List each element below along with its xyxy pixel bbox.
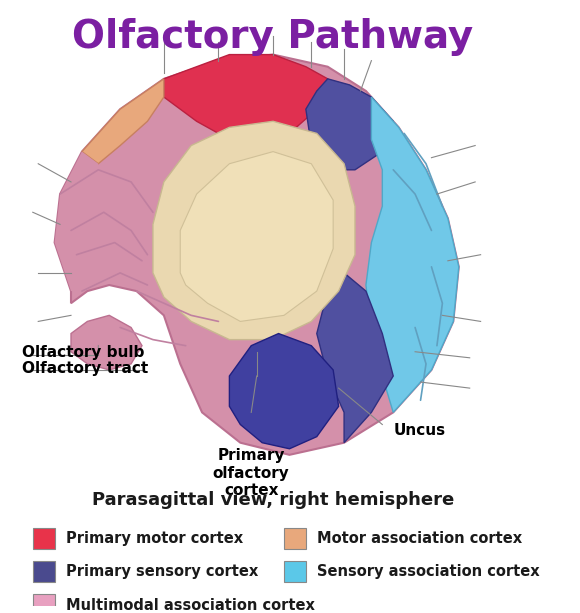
Polygon shape [82,79,164,164]
Text: Primary motor cortex: Primary motor cortex [66,531,242,546]
FancyBboxPatch shape [284,561,306,582]
Text: Olfactory bulb: Olfactory bulb [22,346,144,360]
FancyBboxPatch shape [32,528,55,549]
Text: Parasagittal view, right hemisphere: Parasagittal view, right hemisphere [92,491,454,509]
FancyBboxPatch shape [32,561,55,582]
Polygon shape [229,333,339,449]
Polygon shape [55,55,459,455]
Polygon shape [180,151,333,321]
Text: Primary
olfactory
cortex: Primary olfactory cortex [213,448,289,498]
Text: Olfactory tract: Olfactory tract [22,360,148,376]
FancyBboxPatch shape [284,528,306,549]
Polygon shape [71,315,142,370]
Text: Olfactory Pathway: Olfactory Pathway [72,18,474,56]
Text: Uncus: Uncus [393,423,445,438]
Text: Multimodal association cortex: Multimodal association cortex [66,598,314,613]
Text: Sensory association cortex: Sensory association cortex [317,565,539,579]
Polygon shape [153,121,355,340]
Polygon shape [306,79,393,170]
FancyBboxPatch shape [32,595,55,613]
Polygon shape [366,97,459,413]
Polygon shape [164,55,328,145]
Text: Motor association cortex: Motor association cortex [317,531,522,546]
Text: Primary sensory cortex: Primary sensory cortex [66,565,258,579]
Polygon shape [55,151,98,291]
Polygon shape [317,273,393,443]
